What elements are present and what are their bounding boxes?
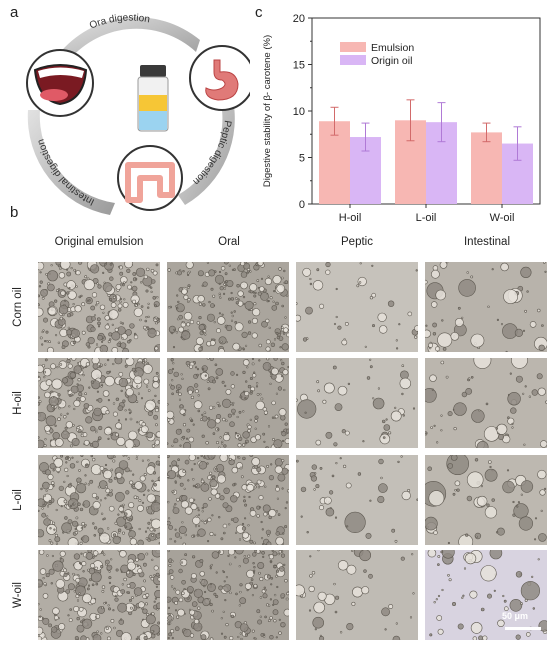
panel-letter-c: c <box>255 4 263 21</box>
micrograph-2-2 <box>296 455 418 545</box>
micrograph-2-1 <box>167 455 289 545</box>
micrograph-1-2 <box>296 358 418 448</box>
intestinal-digestion-label: Intestinal digestion <box>36 138 97 208</box>
mouth-icon <box>26 49 94 117</box>
micrograph-3-3 <box>425 550 547 640</box>
column-header-original: Original emulsion <box>54 236 144 248</box>
intestine-icon <box>117 145 183 211</box>
legend-label: Origin oil <box>371 55 412 67</box>
y-tick-label: 20 <box>293 13 305 25</box>
x-tick-label: H-oil <box>339 212 362 224</box>
column-header-peptic: Peptic <box>341 236 373 248</box>
micrograph-3-1 <box>167 550 289 640</box>
micrograph-3-0 <box>38 550 160 640</box>
digestion-cycle-diagram: Ora digestion Peptic digestion Intestina… <box>26 13 250 215</box>
row-header-w-oil: W-oil <box>12 582 24 608</box>
row-header-l-oil: L-oil <box>12 489 24 511</box>
bar <box>471 132 502 204</box>
y-tick-label: 0 <box>299 199 305 211</box>
vial-icon <box>137 65 169 132</box>
legend-swatch <box>340 42 366 52</box>
svg-text:Intestinal digestion: Intestinal digestion <box>36 138 97 208</box>
micrograph-1-0 <box>38 358 160 448</box>
micrograph-2-0 <box>38 455 160 545</box>
column-header-oral: Oral <box>218 236 240 248</box>
x-tick-label: W-oil <box>490 212 515 224</box>
micrograph-0-3 <box>425 262 547 352</box>
micrograph-3-2 <box>296 550 418 640</box>
panel-letter-b: b <box>10 204 19 221</box>
stomach-icon <box>189 45 250 111</box>
micrograph-0-1 <box>167 262 289 352</box>
y-tick-label: 10 <box>293 106 305 118</box>
stability-bar-chart: 0 5 10 15 20 Digestive stability of β- carote… <box>262 13 541 224</box>
micrograph-1-1 <box>167 358 289 448</box>
y-tick-label: 5 <box>299 153 305 165</box>
row-header-h-oil: H-oil <box>12 391 24 415</box>
micrograph-1-3 <box>425 358 547 448</box>
micrograph-2-3 <box>425 455 547 545</box>
y-tick-label: 15 <box>293 60 305 72</box>
column-header-intestinal: Intestinal <box>463 236 511 248</box>
panel-letter-a: a <box>10 4 19 21</box>
row-header-corn-oil: Corn oil <box>12 287 24 327</box>
y-axis-label: Digestive stability of β- carotene (%) <box>262 35 273 187</box>
scale-bar <box>505 627 541 630</box>
legend-swatch <box>340 55 366 65</box>
x-tick-label: L-oil <box>416 212 437 224</box>
micrograph-0-2 <box>296 262 418 352</box>
micrograph-0-0 <box>38 262 160 352</box>
legend-label: Emulsion <box>371 42 414 54</box>
scale-bar-label: 50 μm <box>502 611 529 621</box>
